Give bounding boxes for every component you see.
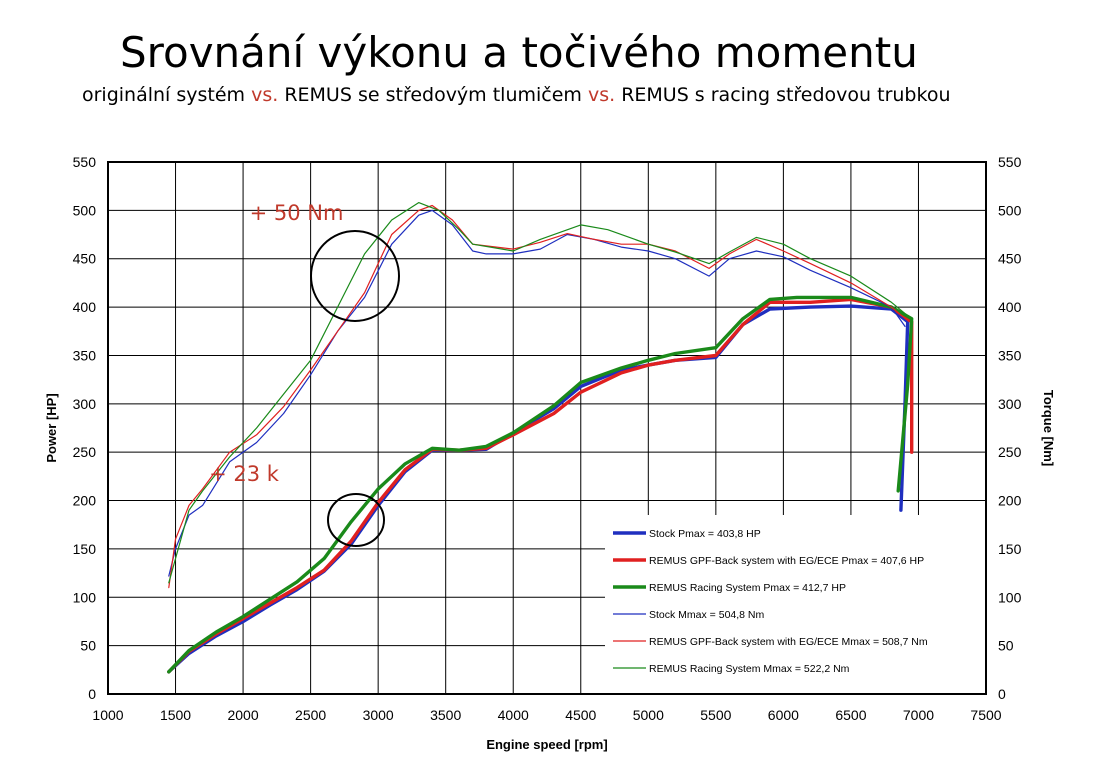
x-tick-label: 1000 xyxy=(92,707,123,723)
y-right-tick-label: 350 xyxy=(998,347,1022,363)
x-tick-label: 4500 xyxy=(565,707,596,723)
y-right-tick-label: 300 xyxy=(998,396,1022,412)
x-tick-label: 4000 xyxy=(498,707,529,723)
x-tick-label: 5500 xyxy=(700,707,731,723)
y-left-tick-label: 250 xyxy=(73,444,97,460)
y-right-tick-label: 100 xyxy=(998,589,1022,605)
x-tick-label: 1500 xyxy=(160,707,191,723)
y-right-tick-label: 400 xyxy=(998,299,1022,315)
highlight-circle-torque xyxy=(310,230,400,322)
y-left-tick-label: 150 xyxy=(73,541,97,557)
page-subtitle: originální systém vs. REMUS se středovým… xyxy=(82,84,951,106)
y-left-tick-label: 50 xyxy=(80,638,96,654)
y-left-tick-label: 450 xyxy=(73,251,97,267)
y-right-tick-label: 550 xyxy=(998,154,1022,170)
subtitle-part-1: originální systém xyxy=(82,84,252,106)
plot-frame xyxy=(107,161,987,695)
y-left-tick-label: 400 xyxy=(73,299,97,315)
chart-annotations: + 50 Nm + 23 k xyxy=(209,201,400,547)
y-left-tick-label: 550 xyxy=(73,154,97,170)
legend-entry-label: REMUS Racing System Mmax = 522,2 Nm xyxy=(649,663,850,675)
y-right-tick-label: 450 xyxy=(998,251,1022,267)
y-right-tick-label: 0 xyxy=(998,686,1006,702)
subtitle-vs-2: vs. xyxy=(587,84,616,106)
annotation-label: + 23 k xyxy=(209,462,280,486)
y-right-tick-label: 150 xyxy=(998,541,1022,557)
x-axis-label: Engine speed [rpm] xyxy=(486,737,607,752)
y-axis-left-label: Power [HP] xyxy=(44,393,59,462)
y-right-tick-label: 50 xyxy=(998,638,1014,654)
axis-ticks: 1000 1500 2000 2500 3000 3500 4000 4500 5000 5500… xyxy=(73,154,1022,723)
legend-entry-label: REMUS GPF-Back system with EG/ECE Pmax =… xyxy=(649,555,924,567)
y-right-tick-label: 250 xyxy=(998,444,1022,460)
x-tick-label: 6500 xyxy=(835,707,866,723)
x-tick-label: 3000 xyxy=(363,707,394,723)
x-tick-label: 2500 xyxy=(295,707,326,723)
y-left-tick-label: 300 xyxy=(73,396,97,412)
annotation-label: + 50 Nm xyxy=(250,201,344,225)
y-axis-right-label: Torque [Nm] xyxy=(1041,390,1056,466)
x-tick-label: 3500 xyxy=(430,707,461,723)
subtitle-vs-1: vs. xyxy=(251,84,279,106)
series-line-2 xyxy=(167,297,914,674)
y-right-tick-label: 200 xyxy=(998,493,1022,509)
y-left-tick-label: 500 xyxy=(73,202,97,218)
page-title: Srovnání výkonu a točivého momentu xyxy=(120,28,918,77)
subtitle-part-3: REMUS s racing středovou trubkou xyxy=(615,84,951,106)
x-tick-label: 2000 xyxy=(227,707,258,723)
series-line-6 xyxy=(168,202,910,584)
y-left-tick-label: 350 xyxy=(73,347,97,363)
highlight-circle-power xyxy=(327,493,385,547)
series-line-5 xyxy=(168,204,910,589)
y-left-tick-label: 200 xyxy=(73,493,97,509)
x-tick-label: 7000 xyxy=(903,707,934,723)
x-tick-label: 6000 xyxy=(768,707,799,723)
series-line-4 xyxy=(168,209,906,577)
legend-entry-label: Stock Mmax = 504,8 Nm xyxy=(649,609,765,621)
y-right-tick-label: 500 xyxy=(998,202,1022,218)
legend-entry-label: REMUS GPF-Back system with EG/ECE Mmax =… xyxy=(649,636,928,648)
legend-entry-label: Stock Pmax = 403,8 HP xyxy=(649,528,761,540)
legend-entry-label: REMUS Racing System Pmax = 412,7 HP xyxy=(649,582,846,594)
y-left-tick-label: 100 xyxy=(73,589,97,605)
chart-series xyxy=(167,202,914,674)
x-tick-label: 7500 xyxy=(970,707,1001,723)
chart-legend: Stock Pmax = 403,8 HP REMUS GPF-Back syst… xyxy=(605,515,985,693)
subtitle-part-2: REMUS se středovým tlumičem xyxy=(278,84,588,106)
x-tick-label: 5000 xyxy=(633,707,664,723)
series-line-3 xyxy=(167,295,914,674)
legend-box xyxy=(605,515,985,693)
y-left-tick-label: 0 xyxy=(88,686,96,702)
